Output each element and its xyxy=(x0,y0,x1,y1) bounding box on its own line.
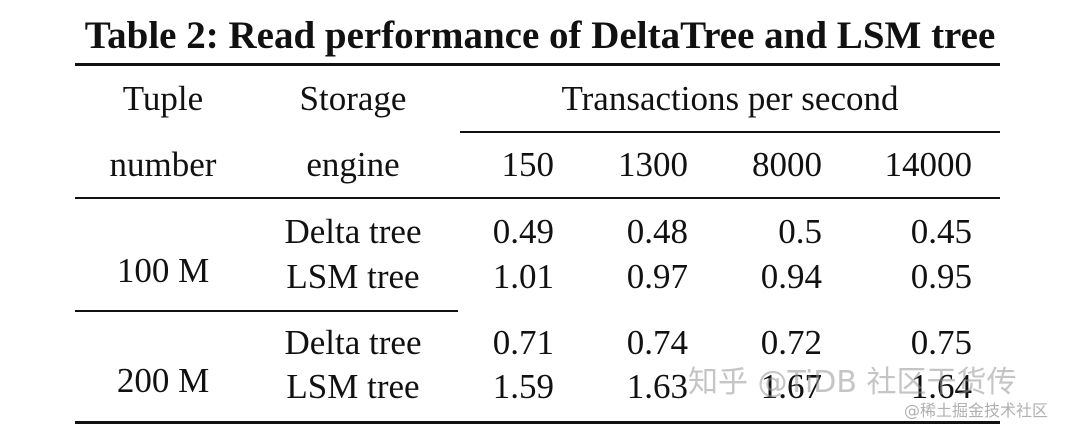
watermark-sub: @稀土掘金技术社区 xyxy=(904,401,1049,420)
value-cell: 0.5 xyxy=(778,212,822,251)
value-cell: 1.59 xyxy=(492,367,554,406)
tuple-number-cell: 100 M xyxy=(116,251,210,290)
value-cell: 0.97 xyxy=(626,257,688,296)
value-cell: 0.95 xyxy=(910,257,972,296)
tps-column-header: 1300 xyxy=(618,145,688,184)
top-rule xyxy=(75,63,1000,66)
watermark-main: 知乎 @TiDB 社区干货传 xyxy=(688,365,1017,400)
tps-subrule xyxy=(460,131,1000,133)
value-cell: 0.48 xyxy=(626,212,688,251)
value-cell: 0.94 xyxy=(760,257,822,296)
group-separator-rule xyxy=(75,310,458,312)
tuple-number-cell: 200 M xyxy=(116,361,210,400)
value-cell: 1.67 xyxy=(760,367,822,406)
tps-column-header: 150 xyxy=(501,145,555,184)
value-cell: 0.71 xyxy=(492,323,554,362)
header-storage-line2: engine xyxy=(306,145,400,184)
value-cell: 1.64 xyxy=(910,367,972,406)
tps-column-header: 14000 xyxy=(884,145,973,184)
header-tuple-line2: number xyxy=(109,145,217,184)
header-storage-line1: Storage xyxy=(299,79,407,118)
value-cell: 0.75 xyxy=(910,323,972,362)
value-cell: 0.45 xyxy=(910,212,972,251)
value-cell: 1.01 xyxy=(492,257,554,296)
tps-column-header: 8000 xyxy=(752,145,822,184)
header-tuple-line1: Tuple xyxy=(122,79,204,118)
engine-cell: LSM tree xyxy=(286,367,420,406)
header-rule xyxy=(75,197,1000,199)
header-tps-group: Transactions per second xyxy=(561,79,899,118)
bottom-rule xyxy=(75,421,1000,424)
value-cell: 1.63 xyxy=(626,367,688,406)
engine-cell: Delta tree xyxy=(284,323,422,362)
table-caption: Table 2: Read performance of DeltaTree a… xyxy=(84,14,996,57)
engine-cell: Delta tree xyxy=(284,212,422,251)
value-cell: 0.49 xyxy=(492,212,554,251)
engine-cell: LSM tree xyxy=(286,257,420,296)
value-cell: 0.72 xyxy=(760,323,822,362)
value-cell: 0.74 xyxy=(626,323,688,362)
